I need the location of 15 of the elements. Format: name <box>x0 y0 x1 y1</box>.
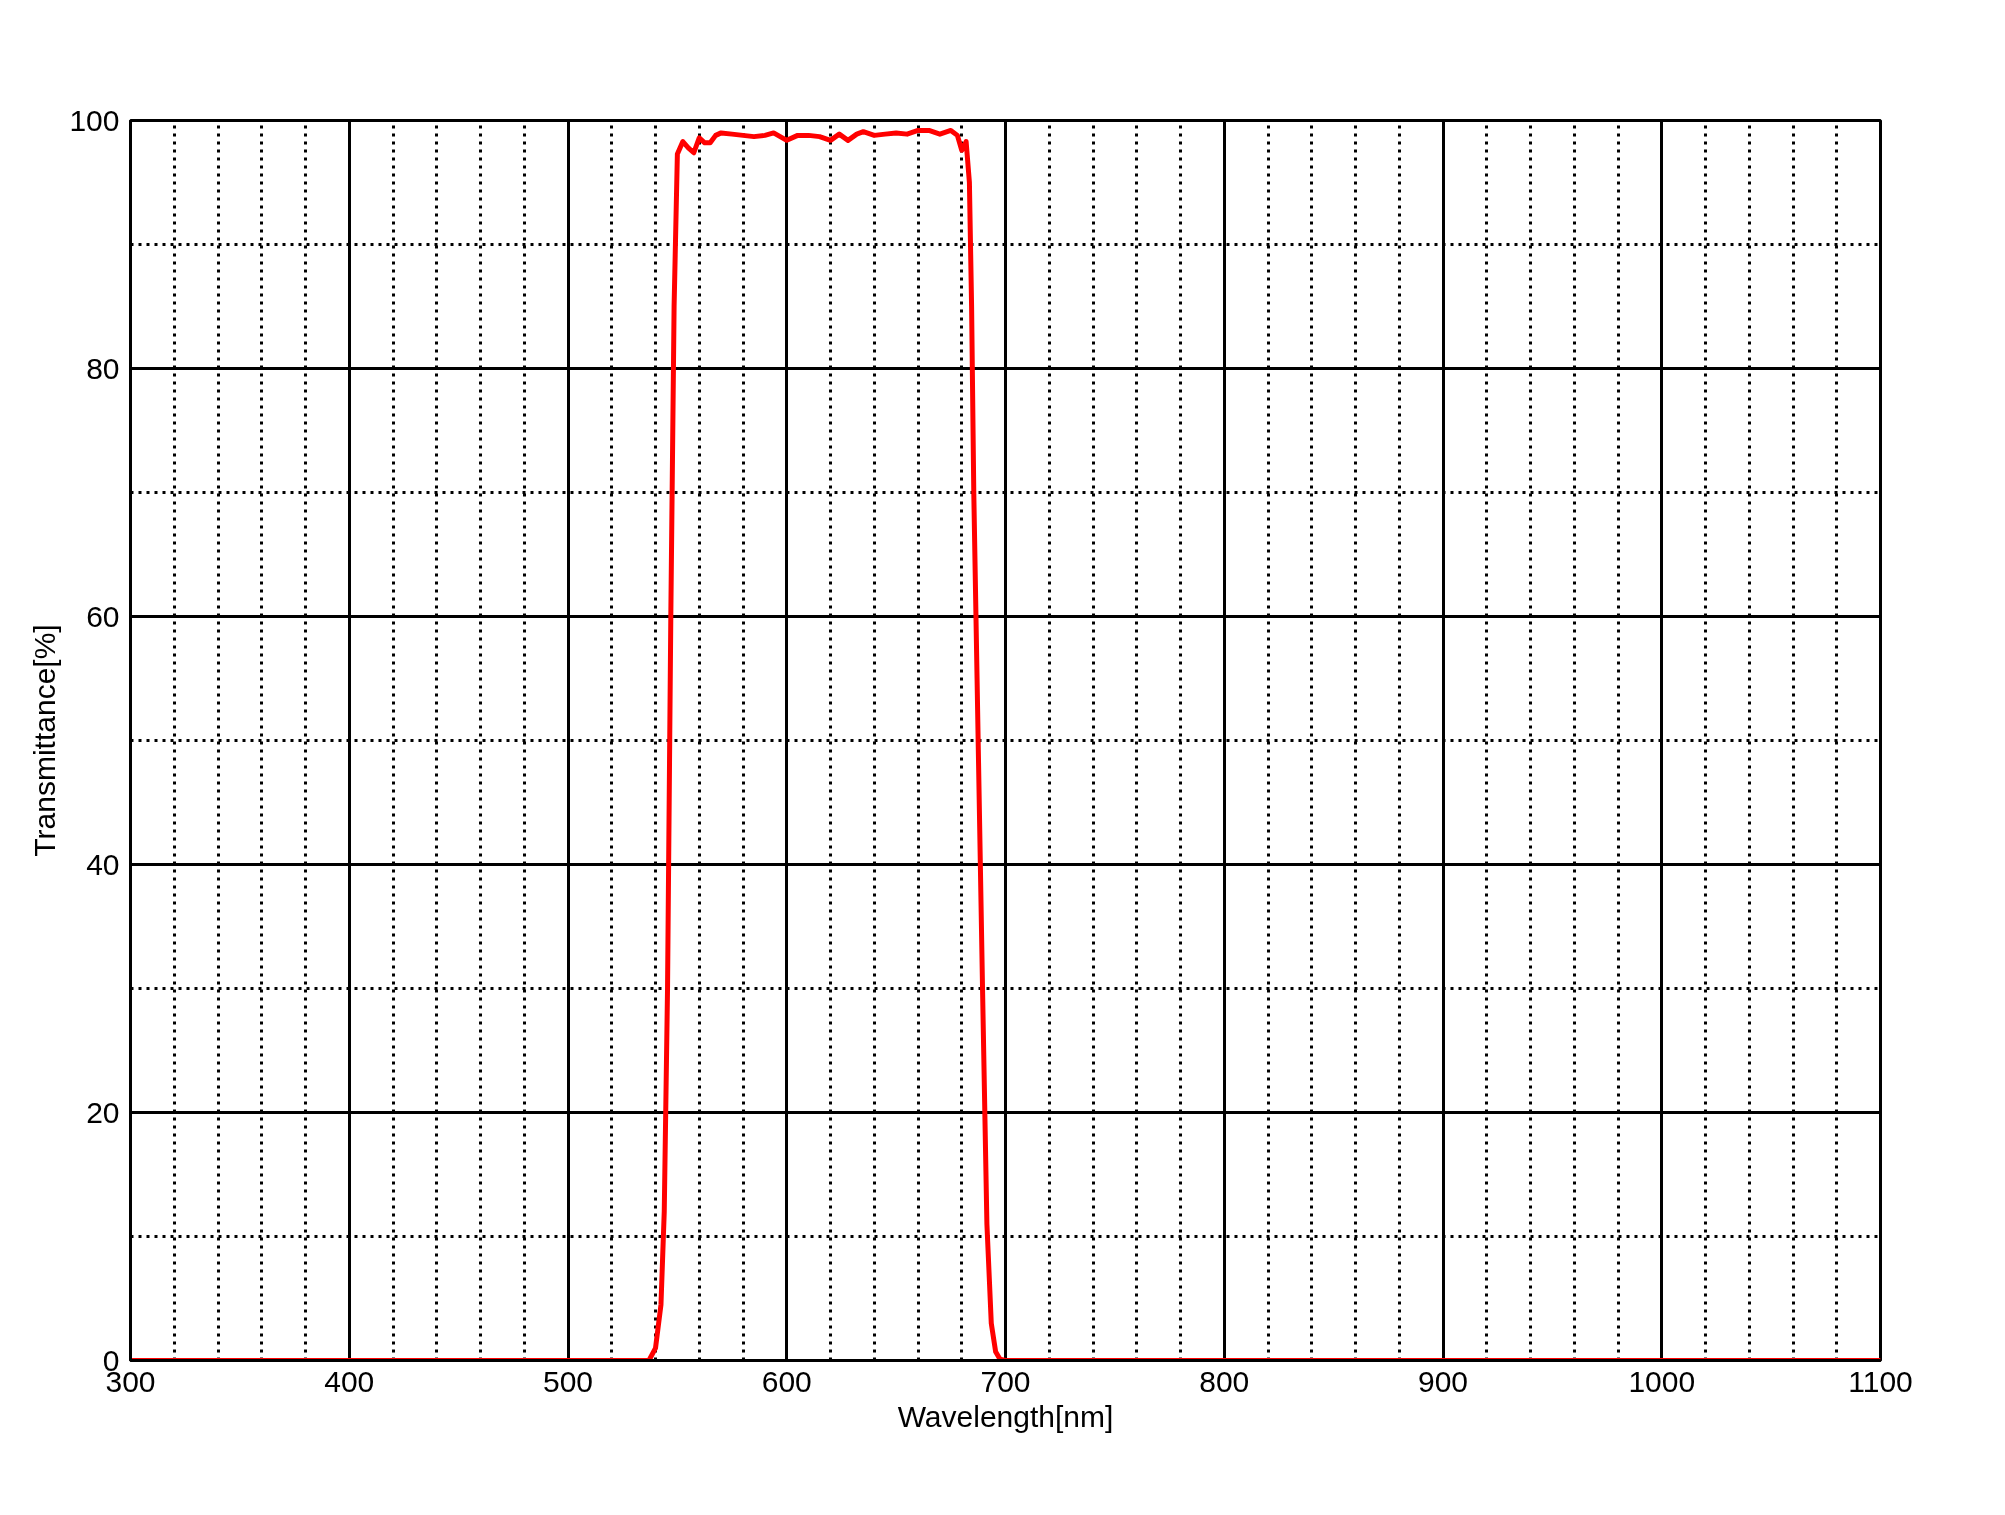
x-tick-label: 800 <box>1199 1364 1250 1398</box>
x-tick-label: 900 <box>1417 1364 1469 1398</box>
x-tick-label: 400 <box>324 1364 375 1398</box>
y-tick-label: 60 <box>86 599 120 633</box>
x-axis-title: Wavelength[nm] <box>897 1399 1114 1433</box>
x-tick-label: 1100 <box>1848 1364 1913 1398</box>
x-tick-label: 700 <box>980 1364 1031 1398</box>
y-tick-label: 20 <box>86 1095 120 1129</box>
x-tick-label: 1000 <box>1628 1364 1696 1398</box>
x-tick-label: 600 <box>761 1364 812 1398</box>
y-tick-label: 100 <box>69 103 120 137</box>
y-tick-label: 40 <box>86 847 120 881</box>
y-tick-label: 80 <box>86 351 120 385</box>
y-axis-title: Transmittance[%] <box>28 624 62 857</box>
x-tick-label: 500 <box>542 1364 594 1398</box>
